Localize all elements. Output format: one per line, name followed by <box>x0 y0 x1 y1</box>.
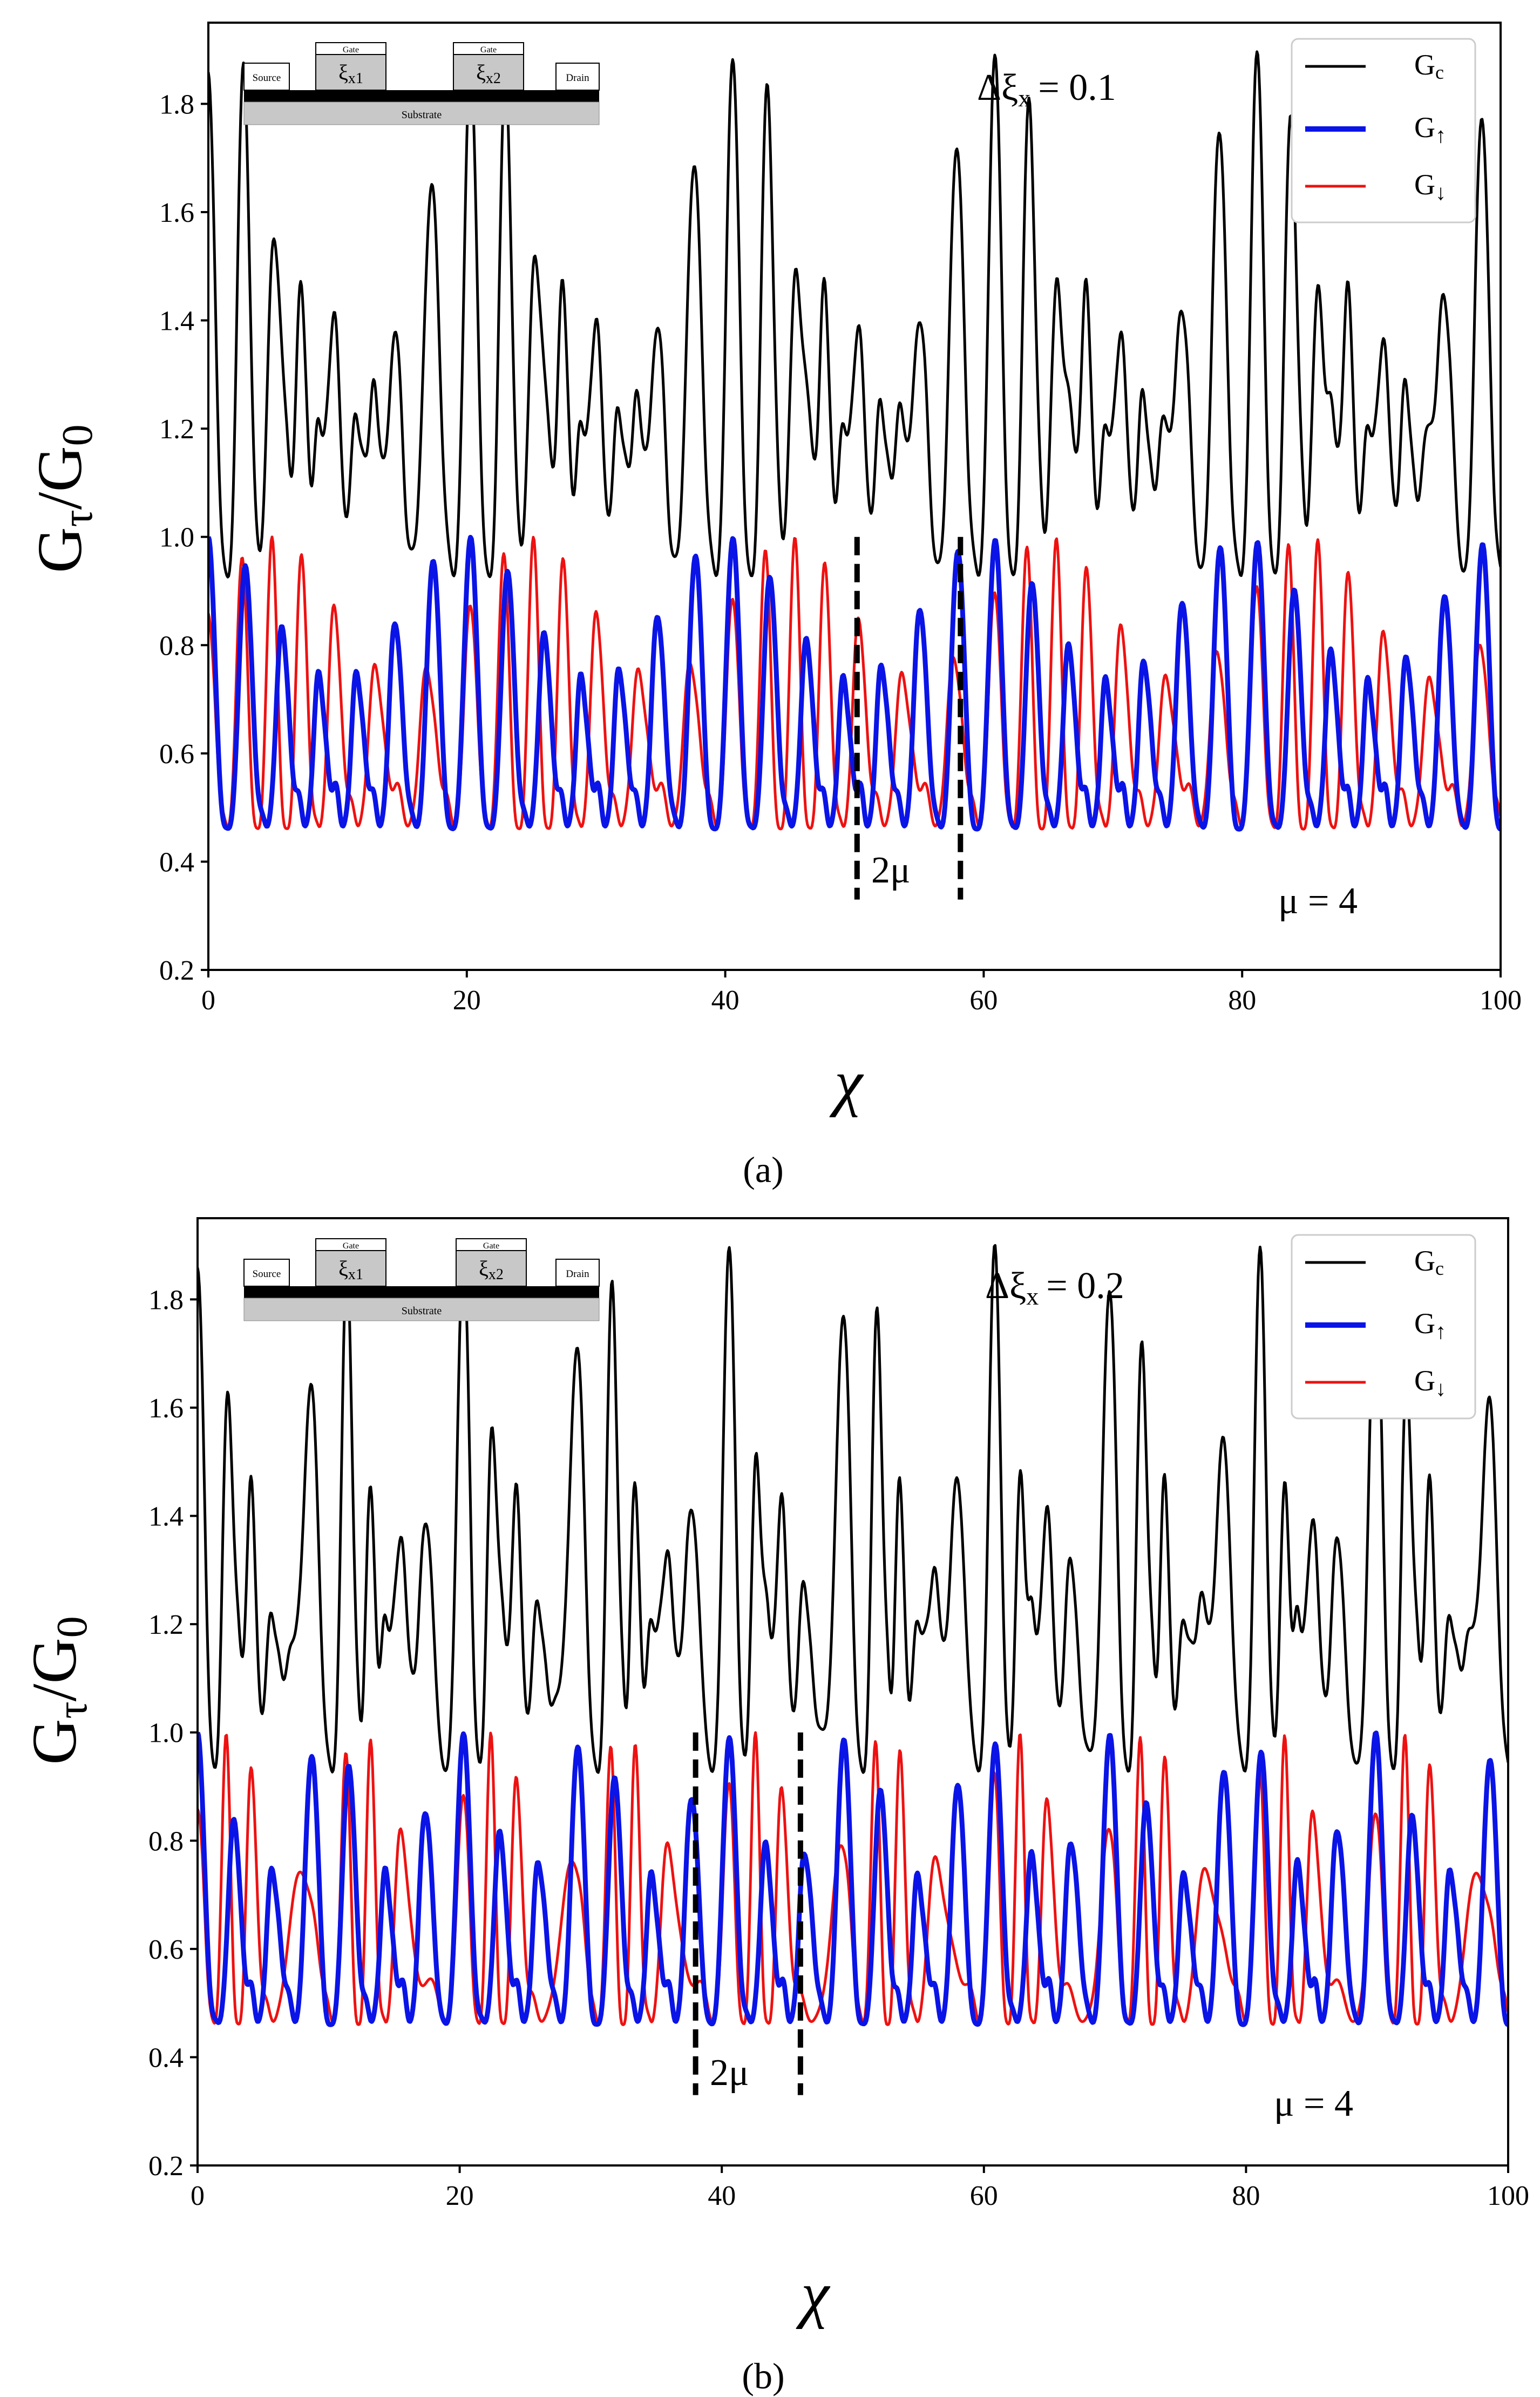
y-tick-label: 1.8 <box>148 1285 184 1315</box>
y-tick-label: 1.0 <box>159 522 194 553</box>
series-line-gup <box>198 1730 1508 2027</box>
legend-label-gdown: G↓ <box>1414 168 1446 205</box>
legend-label-gc: Gc <box>1414 49 1444 83</box>
x-tick-label: 100 <box>1480 985 1522 1016</box>
y-tick-label: 1.6 <box>159 198 194 228</box>
plot-frame <box>207 22 1502 971</box>
panel-caption: (b) <box>742 2355 784 2396</box>
inset-substrate-label: Substrate <box>402 1305 442 1317</box>
annotation-2mu: 2μ <box>710 2052 749 2094</box>
annotation-mu: μ = 4 <box>1274 2083 1353 2124</box>
y-tick-label: 0.8 <box>148 1826 184 1857</box>
inset-substrate-label: Substrate <box>402 109 442 121</box>
x-tick-label: 80 <box>1232 2181 1260 2211</box>
x-axis-label: χ <box>796 2259 831 2330</box>
y-tick-label: 1.2 <box>148 1610 184 1640</box>
x-tick-label: 40 <box>708 2181 736 2211</box>
inset-drain-label: Drain <box>566 1268 589 1280</box>
x-tick-label: 40 <box>711 985 740 1016</box>
device-inset: Source Drain Gate ξx1 Gate ξx2 Substrate <box>243 1238 600 1321</box>
legend-box <box>1291 38 1476 223</box>
x-tick-label: 60 <box>969 985 998 1016</box>
inset-gate1-label: Gate <box>343 45 359 55</box>
inset-xi1-label: ξx1 <box>338 60 363 87</box>
x-axis-label: χ <box>829 1047 864 1118</box>
y-tick-label: 0.2 <box>148 2151 184 2182</box>
x-tick-label: 20 <box>453 985 481 1016</box>
y-axis-label: Gτ/G0 <box>24 424 101 573</box>
inset-gate2-label: Gate <box>483 1241 499 1251</box>
annotation-mu: μ = 4 <box>1278 880 1358 922</box>
inset-xi1-label: ξx1 <box>338 1257 363 1283</box>
panel-caption: (a) <box>743 1149 783 1190</box>
y-axis-label: Gτ/G0 <box>19 1616 96 1764</box>
x-tick-label: 100 <box>1487 2181 1529 2211</box>
inset-drain-label: Drain <box>566 72 589 84</box>
legend: Gc G↑ G↓ <box>1291 1234 1476 1420</box>
inset-substrate <box>243 1298 600 1321</box>
x-tick-label: 0 <box>191 2181 205 2211</box>
legend: Gc G↑ G↓ <box>1291 38 1476 223</box>
y-tick-label: 1.4 <box>148 1502 184 1532</box>
inset-gate2-body <box>456 1250 527 1287</box>
inset-drain-block <box>555 1259 600 1287</box>
annotation-2mu: 2μ <box>871 850 911 891</box>
inset-gate2-body <box>453 54 524 91</box>
inset-gate1-label: Gate <box>343 1241 359 1251</box>
y-tick-label: 1.8 <box>159 89 194 120</box>
y-tick-label: 1.2 <box>159 414 194 445</box>
legend-label-gdown: G↓ <box>1414 1364 1446 1401</box>
inset-source-block <box>243 1259 290 1287</box>
legend-label-gup: G↑ <box>1414 1307 1446 1343</box>
y-tick-label: 1.4 <box>159 306 194 337</box>
inset-channel <box>244 1286 599 1298</box>
series-line-gc <box>198 1244 1508 1774</box>
inset-xi2-label: ξx2 <box>476 60 501 87</box>
legend-label-gc: Gc <box>1414 1245 1444 1279</box>
inset-gate2-label: Gate <box>480 45 497 55</box>
y-tick-label: 1.0 <box>148 1718 184 1749</box>
inset-source-label: Source <box>253 1268 281 1280</box>
inset-gate1-body <box>315 1250 386 1287</box>
plot-frame <box>196 1217 1509 2167</box>
y-tick-label: 0.8 <box>159 630 194 661</box>
inset-source-label: Source <box>253 72 281 84</box>
inset-channel <box>244 90 599 102</box>
chart-panel-a: 0 20 40 60 80 1000.20.40.60.81.01.21.41.61.8 … <box>24 22 1522 1190</box>
legend-label-gup: G↑ <box>1414 111 1446 147</box>
x-tick-label: 80 <box>1228 985 1256 1016</box>
x-tick-label: 0 <box>201 985 215 1016</box>
annotation-delta-xi: Δξx = 0.2 <box>985 1265 1124 1310</box>
x-tick-label: 60 <box>970 2181 998 2211</box>
inset-substrate <box>243 101 600 125</box>
y-tick-label: 1.6 <box>148 1393 184 1424</box>
y-tick-label: 0.4 <box>148 2042 184 2073</box>
inset-xi2-label: ξx2 <box>479 1257 504 1283</box>
x-tick-label: 20 <box>446 2181 474 2211</box>
chart-panel-b: 0 20 40 60 80 1000.20.40.60.81.01.21.41.61.8 … <box>19 1217 1529 2396</box>
inset-drain-block <box>555 63 600 91</box>
series-line-gc <box>208 50 1501 579</box>
annotation-delta-xi: Δξx = 0.1 <box>977 67 1116 112</box>
y-tick-label: 0.6 <box>159 739 194 770</box>
y-tick-label: 0.4 <box>159 847 194 878</box>
y-tick-label: 0.6 <box>148 1934 184 1965</box>
legend-box <box>1291 1234 1476 1420</box>
y-tick-label: 0.2 <box>159 955 194 986</box>
device-inset: Source Drain Gate ξx1 Gate ξx2 Substrate <box>243 42 600 125</box>
